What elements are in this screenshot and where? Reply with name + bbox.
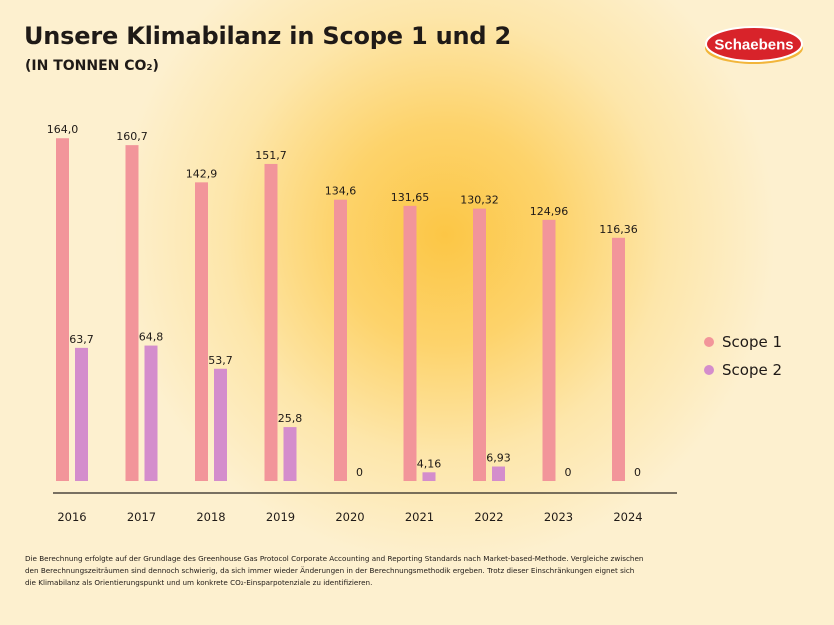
- legend-item-scope1: Scope 1: [704, 333, 782, 351]
- data-label-scope2-2016: 63,7: [69, 333, 94, 346]
- bar-scope1-2020: [334, 199, 347, 481]
- data-label-scope2-2023: 0: [565, 466, 572, 479]
- data-label-scope2-2024: 0: [634, 466, 641, 479]
- bar-scope2-2019: [283, 427, 297, 481]
- data-label-scope2-2019: 25,8: [278, 412, 303, 425]
- chart-legend: Scope 1 Scope 2: [704, 333, 782, 389]
- page-title: Unsere Klimabilanz in Scope 1 und 2: [24, 22, 512, 50]
- data-label-scope2-2018: 53,7: [208, 354, 233, 367]
- logo-text: Schaebens: [714, 37, 793, 54]
- bar-scope2-2021: [422, 472, 436, 481]
- bar-scope1-2018: [195, 182, 208, 482]
- x-tick-label-2024: 2024: [613, 510, 642, 524]
- legend-label-scope1: Scope 1: [722, 333, 783, 351]
- data-label-scope1-2023: 124,96: [530, 205, 569, 218]
- data-label-scope2-2022: 6,93: [486, 452, 511, 465]
- page-subtitle: (IN TONNEN CO₂): [25, 58, 159, 74]
- x-tick-label-2022: 2022: [474, 510, 503, 524]
- legend-item-scope2: Scope 2: [704, 361, 782, 379]
- bar-scope1-2019: [264, 163, 278, 481]
- bar-scope2-2017: [144, 345, 158, 481]
- data-label-scope1-2018: 142,9: [186, 167, 218, 180]
- x-tick-label-2023: 2023: [544, 510, 573, 524]
- bar-scope1-2021: [403, 205, 417, 481]
- x-tick-label-2017: 2017: [127, 510, 156, 524]
- x-tick-label-2018: 2018: [196, 510, 225, 524]
- x-tick-label-2020: 2020: [335, 510, 364, 524]
- data-label-scope1-2022: 130,32: [460, 194, 499, 207]
- x-tick-label-2019: 2019: [266, 510, 295, 524]
- methodology-footnote: Die Berechnung erfolgte auf der Grundlag…: [25, 554, 644, 587]
- bar-scope1-2022: [473, 208, 486, 481]
- data-label-scope1-2019: 151,7: [255, 149, 287, 162]
- logo-oval: [705, 26, 803, 62]
- data-label-scope1-2017: 160,7: [116, 130, 148, 143]
- bar-scope2-2022: [492, 466, 505, 481]
- data-label-scope2-2017: 64,8: [139, 331, 164, 344]
- legend-label-scope2: Scope 2: [722, 361, 783, 379]
- x-tick-label-2016: 2016: [57, 510, 86, 524]
- data-label-scope1-2021: 131,65: [391, 191, 430, 204]
- data-label-scope1-2016: 164,0: [47, 123, 79, 136]
- bar-scope1-2023: [542, 219, 556, 481]
- data-label-scope2-2021: 4,16: [417, 457, 442, 470]
- bar-scope2-2016: [75, 347, 88, 481]
- x-tick-label-2021: 2021: [405, 510, 434, 524]
- data-label-scope1-2024: 116,36: [599, 223, 638, 236]
- legend-swatch-scope1: [704, 337, 714, 347]
- bar-scope1-2024: [612, 237, 625, 481]
- data-label-scope1-2020: 134,6: [325, 185, 357, 198]
- bar-scope2-2018: [214, 368, 227, 481]
- data-label-scope2-2020: 0: [356, 466, 363, 479]
- schaebens-logo: Schaebens: [705, 26, 803, 64]
- bar-scope1-2017: [125, 145, 139, 481]
- bar-scope1-2016: [56, 138, 69, 482]
- legend-swatch-scope2: [704, 365, 714, 375]
